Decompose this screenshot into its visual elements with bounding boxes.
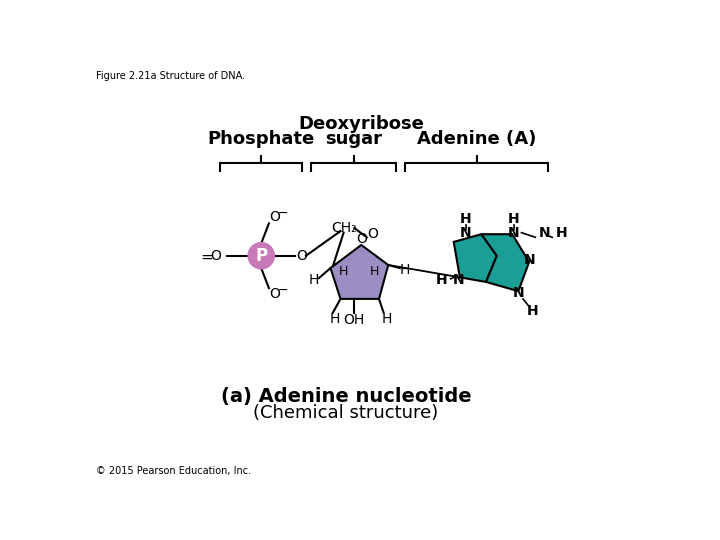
Text: P: P <box>255 247 267 265</box>
Text: =: = <box>201 250 213 265</box>
Text: Adenine (A): Adenine (A) <box>417 130 536 148</box>
Text: O: O <box>210 249 221 263</box>
Text: (a) Adenine nucleotide: (a) Adenine nucleotide <box>220 387 471 406</box>
Text: Figure 2.21a Structure of DNA.: Figure 2.21a Structure of DNA. <box>96 71 246 81</box>
Text: H: H <box>436 273 447 287</box>
Text: −: − <box>278 284 289 297</box>
Text: H: H <box>329 312 340 326</box>
Text: N: N <box>523 253 535 267</box>
Text: H: H <box>555 226 567 240</box>
Text: Phosphate: Phosphate <box>207 130 315 148</box>
Text: CH₂: CH₂ <box>330 221 356 235</box>
Text: O: O <box>356 232 366 246</box>
Text: N: N <box>539 226 550 240</box>
Text: Deoxyribose: Deoxyribose <box>298 114 424 132</box>
Text: sugar: sugar <box>325 130 382 148</box>
Circle shape <box>248 242 274 269</box>
Text: N: N <box>508 226 520 240</box>
Text: N: N <box>452 273 464 287</box>
Text: H: H <box>400 262 410 276</box>
Polygon shape <box>330 245 388 299</box>
Text: H: H <box>526 304 538 318</box>
Text: H: H <box>460 212 472 226</box>
Text: O: O <box>269 287 280 301</box>
Text: H: H <box>339 265 348 278</box>
Text: (Chemical structure): (Chemical structure) <box>253 403 438 422</box>
Text: N: N <box>460 226 472 240</box>
Text: H: H <box>382 312 392 326</box>
Text: OH: OH <box>343 313 364 327</box>
Text: O: O <box>297 249 307 263</box>
Text: O: O <box>367 227 378 241</box>
Text: O: O <box>269 210 280 224</box>
Text: H: H <box>508 212 520 226</box>
Polygon shape <box>454 234 497 282</box>
Text: H: H <box>308 273 319 287</box>
Polygon shape <box>482 234 529 291</box>
Text: © 2015 Pearson Education, Inc.: © 2015 Pearson Education, Inc. <box>96 466 251 476</box>
Text: −: − <box>278 207 289 220</box>
Text: H: H <box>369 265 379 278</box>
Text: N: N <box>513 286 524 300</box>
